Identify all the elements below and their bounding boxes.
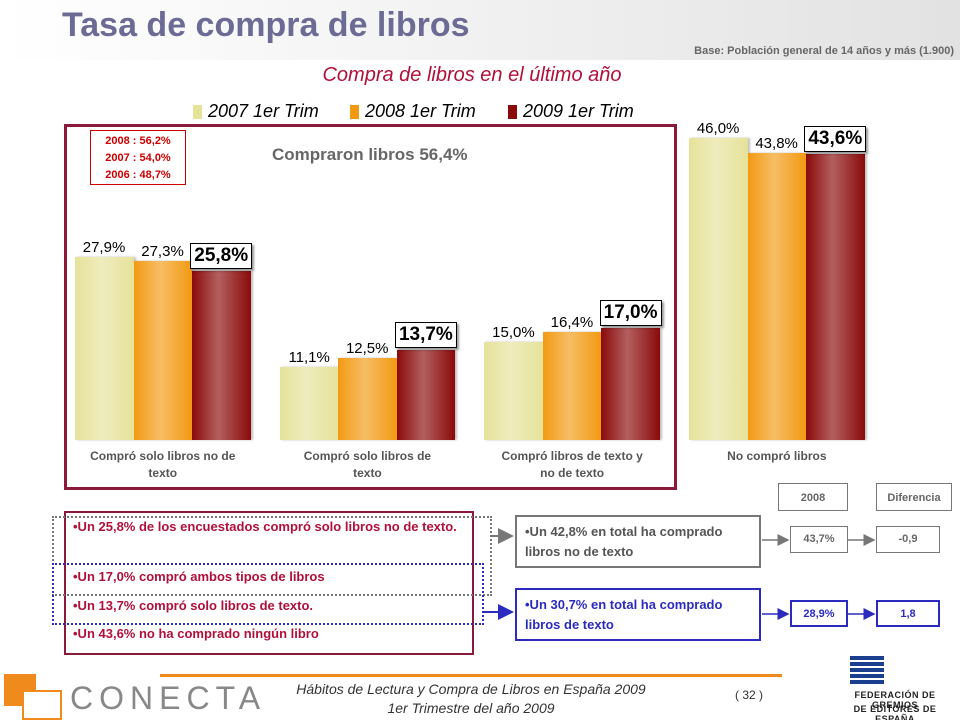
bar [484, 341, 543, 440]
note: 2007 : 54,0% [105, 152, 171, 164]
value-label: 27,9% [82, 238, 126, 256]
value-label: 12,5% [345, 340, 389, 357]
legend-label: 2009 1er Trim [523, 101, 634, 121]
bar [601, 328, 660, 440]
value-label: 17,0% [599, 300, 662, 327]
bullet-box [64, 511, 474, 655]
x-tick-label: Compró solo libros no de texto [90, 449, 236, 480]
footer-line [160, 674, 782, 677]
note-box: 2008 : 56,2% 2007 : 54,0% 2006 : 48,7% [90, 130, 186, 185]
group-outline [52, 563, 484, 625]
note: 2008 : 56,2% [105, 135, 171, 147]
value-label: 16,4% [550, 314, 594, 332]
footer-text: 1er Trimestre del año 2009 [387, 700, 555, 716]
org-name: FEDERACIÓN DE GREMIOS [854, 690, 936, 710]
x-tick-label: Compró solo libros de texto [303, 449, 432, 480]
annotation: Compraron libros 56,4% [272, 145, 468, 164]
bar [542, 332, 602, 440]
value-label: 27,3% [141, 242, 184, 260]
logo-square [22, 690, 62, 720]
table-cell: -0,9 [876, 526, 940, 553]
group-outline [52, 516, 492, 596]
summary-box: •Un 30,7% en total ha comprado libros de… [515, 588, 761, 641]
x-tick-label: No compró libros [727, 449, 827, 463]
legend-label: 2008 1er Trim [365, 101, 476, 121]
value-label: 43,6% [804, 125, 867, 152]
table-cell: 1,8 [876, 600, 940, 627]
bar [747, 152, 807, 440]
base-note: Base: Población general de 14 años y más… [694, 45, 954, 57]
chart-title: Compra de libros en el último año [322, 64, 622, 86]
table-header: Diferencia [876, 483, 952, 511]
bar [75, 256, 134, 440]
bar [338, 358, 397, 440]
table-cell: 43,7% [790, 526, 848, 553]
legend-label: 2007 1er Trim [208, 101, 319, 121]
legend-swatch [508, 105, 517, 119]
bar [806, 153, 865, 440]
value-label: 25,8% [190, 242, 253, 269]
org-name: DE EDITORES DE ESPAÑA [853, 704, 937, 720]
bar [279, 367, 339, 440]
table-cell: 28,9% [790, 600, 848, 627]
x-tick-label: Compró libros de texto y no de texto [501, 449, 643, 480]
legend-swatch [350, 105, 359, 119]
bar [192, 270, 251, 440]
logo-text: CONECTA [70, 680, 267, 716]
slide-title: Tasa de compra de libros [62, 6, 470, 44]
table-header: 2008 [778, 483, 848, 511]
page-number: ( 32 ) [735, 688, 764, 702]
bullet: •Un 25,8% de los encuestados compró solo… [73, 519, 457, 534]
bar [133, 260, 192, 440]
legend-swatch [193, 105, 202, 119]
banner [0, 0, 960, 60]
value-label: 13,7% [394, 322, 457, 349]
summary-box: •Un 42,8% en total ha comprado libros no… [515, 515, 761, 568]
bar [396, 350, 456, 440]
note: 2006 : 48,7% [105, 169, 171, 181]
bullet: •Un 43,6% no ha comprado ningún libro [73, 626, 319, 641]
value-label: 43,8% [755, 134, 798, 152]
bullet: •Un 13,7% compró solo libros de texto. [73, 598, 314, 613]
value-label: 11,1% [288, 349, 330, 367]
value-label: 15,0% [492, 323, 535, 341]
org-logo [850, 656, 884, 686]
bullet: •Un 17,0% compró ambos tipos de libros [73, 569, 325, 584]
bar [689, 138, 748, 440]
footer-text: Hábitos de Lectura y Compra de Libros en… [296, 681, 646, 697]
chart-frame [64, 124, 677, 490]
value-label: 46,0% [696, 120, 740, 138]
